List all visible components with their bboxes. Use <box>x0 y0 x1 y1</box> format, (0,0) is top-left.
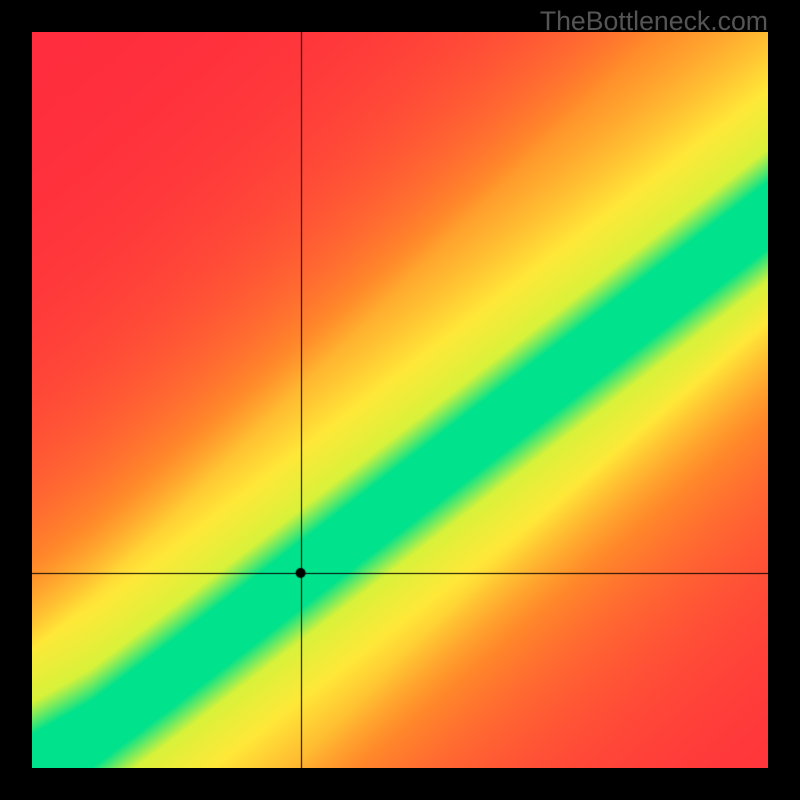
bottleneck-heatmap <box>32 32 768 768</box>
chart-container: TheBottleneck.com <box>0 0 800 800</box>
watermark-text: TheBottleneck.com <box>540 6 768 37</box>
